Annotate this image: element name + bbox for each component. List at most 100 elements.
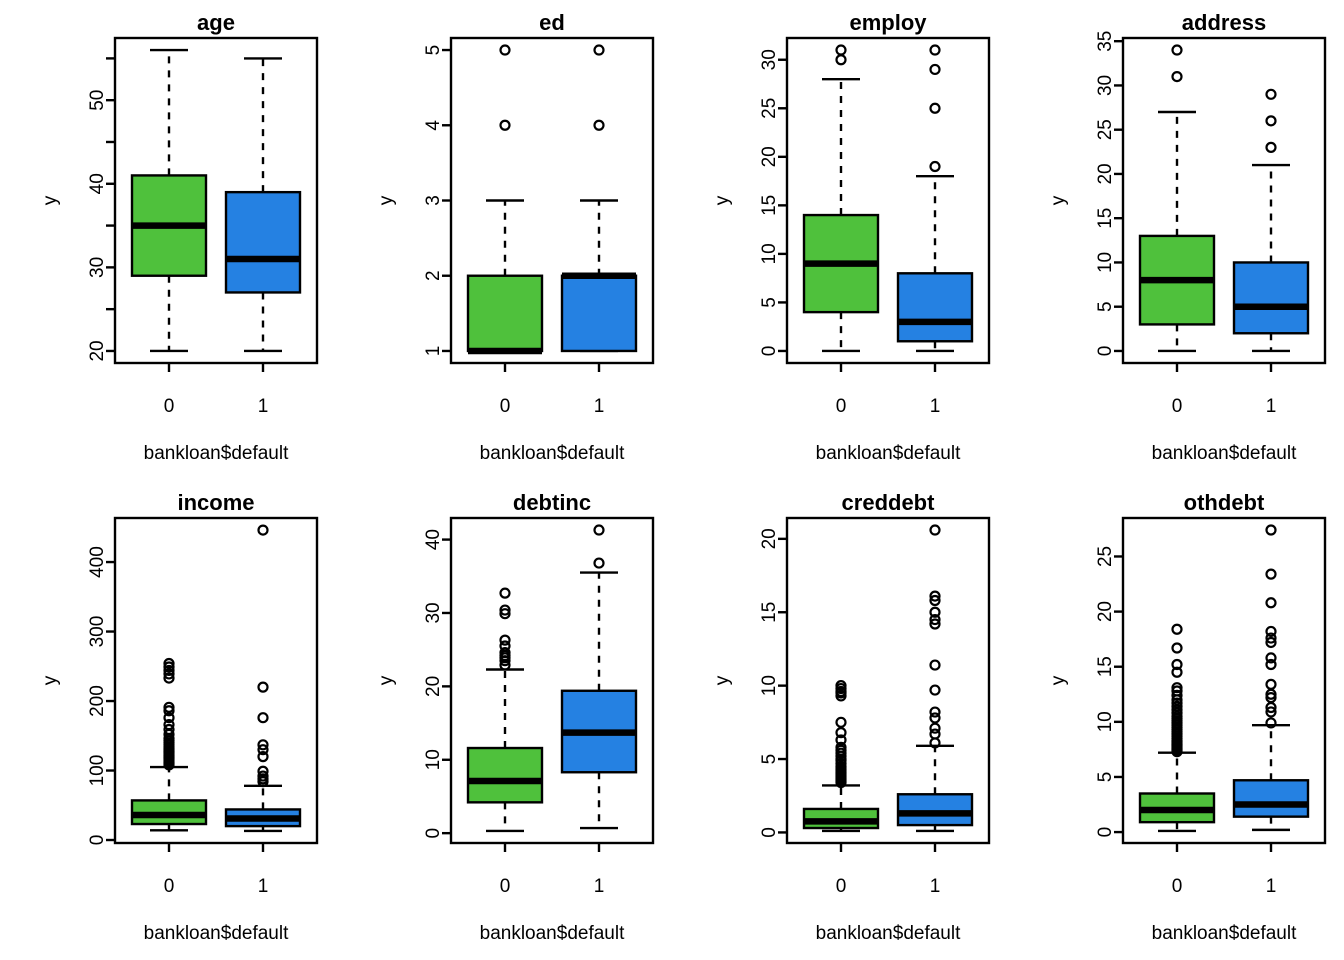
x-axis-label: bankloan$default [480, 923, 625, 944]
outlier-point [1265, 632, 1277, 644]
outlier-point [1265, 652, 1277, 664]
y-tick-label: 50 [87, 90, 108, 111]
chart-title: debtinc [513, 490, 591, 515]
outlier-point [835, 680, 847, 692]
y-tick-label: 10 [759, 675, 780, 696]
iqr-box [560, 274, 638, 353]
y-tick-label: 35 [1095, 31, 1116, 52]
outlier-point [835, 44, 847, 56]
plot-box [113, 516, 319, 845]
boxplot-panel-2: ed y 1 2 3 4 5 0 1 bankloan$default [336, 0, 672, 480]
y-axis-label: y [40, 195, 61, 205]
outlier-point [593, 44, 605, 56]
outlier-point [929, 160, 941, 173]
outlier-point [593, 557, 605, 569]
y-axis: 20 30 40 50 [87, 57, 115, 362]
outlier-point [163, 672, 175, 684]
y-axis: 0 10 20 30 40 [423, 529, 451, 838]
x-tick-label: 1 [1266, 876, 1277, 897]
y-tick-label: 5 [759, 754, 780, 765]
x-tick-label: 1 [258, 396, 269, 417]
boxplot-ed: ed y 1 2 3 4 5 0 1 bankloan$default [376, 10, 655, 464]
x-tick-label: 1 [930, 396, 941, 417]
boxplot-creddebt: creddebt y 0 5 10 15 20 0 1 bankloan$default [712, 490, 991, 944]
y-tick-label: 0 [1095, 827, 1116, 838]
outlier-point [1171, 689, 1183, 701]
x-tick-label: 1 [594, 876, 605, 897]
y-tick-label: 25 [1095, 119, 1116, 140]
outlier-point [1265, 524, 1277, 536]
outlier-point [1171, 623, 1183, 635]
chart-title: income [177, 490, 254, 515]
y-tick-label: 5 [759, 297, 780, 308]
y-tick-label: 15 [759, 602, 780, 623]
outlier-point [1265, 141, 1277, 153]
iqr-box [896, 793, 974, 827]
x-axis-label: bankloan$default [144, 443, 289, 464]
y-axis-label: y [376, 675, 397, 685]
outlier-point [1171, 658, 1183, 671]
y-tick-label: 0 [1095, 346, 1116, 357]
x-axis-label: bankloan$default [816, 923, 961, 944]
outlier-point [593, 524, 605, 536]
y-tick-label: 10 [1095, 711, 1116, 732]
box-group-0 [130, 657, 208, 832]
outlier-point [163, 657, 175, 670]
outlier-point [163, 719, 175, 731]
outlier-point [1171, 44, 1183, 56]
outlier-point [929, 524, 941, 536]
outlier-point [929, 728, 941, 740]
outlier-point [1265, 636, 1277, 649]
outlier-point [1265, 625, 1277, 638]
x-axis: 0 1 bankloan$default [816, 363, 961, 464]
outlier-point [499, 119, 511, 131]
y-tick-label: 15 [759, 195, 780, 216]
chart-title: creddebt [842, 490, 936, 515]
outlier-point [257, 712, 269, 724]
x-axis: 0 1 bankloan$default [144, 363, 289, 464]
chart-title: age [197, 10, 235, 35]
y-tick-label: 25 [1095, 546, 1116, 567]
y-tick-label: 4 [423, 120, 444, 131]
y-tick-label: 400 [87, 546, 108, 578]
y-tick-label: 30 [759, 49, 780, 70]
outlier-point [1171, 682, 1183, 694]
outlier-point [257, 524, 269, 536]
y-tick-label: 20 [759, 146, 780, 167]
iqr-box [1232, 261, 1310, 335]
outlier-point [257, 681, 269, 693]
outlier-point [257, 765, 269, 777]
boxplot-employ: employ y 0 5 10 15 20 25 30 0 1 bankloan$default [712, 10, 991, 464]
y-tick-label: 5 [1095, 772, 1116, 783]
x-axis: 0 1 bankloan$default [480, 363, 625, 464]
plot-box [785, 516, 991, 845]
x-tick-label: 0 [500, 876, 511, 897]
box-group-0 [802, 680, 880, 833]
y-tick-label: 20 [423, 676, 444, 697]
y-tick-label: 25 [759, 98, 780, 119]
y-tick-label: 5 [1095, 301, 1116, 312]
y-tick-label: 30 [87, 257, 108, 278]
outlier-point [1265, 597, 1277, 609]
box-group-0 [466, 587, 544, 833]
outlier-point [1171, 642, 1183, 654]
y-axis-label: y [712, 195, 733, 205]
outlier-point [835, 727, 847, 739]
y-tick-label: 2 [423, 270, 444, 281]
outlier-point [163, 661, 175, 673]
x-tick-label: 1 [594, 396, 605, 417]
outlier-point [593, 119, 605, 131]
boxplot-address: address y 0 5 10 15 20 25 30 35 0 1 bankloan$default [1048, 10, 1327, 464]
y-tick-label: 20 [1095, 163, 1116, 184]
x-tick-label: 0 [500, 396, 511, 417]
y-axis: 0 5 10 15 20 25 [1095, 546, 1123, 837]
boxplot-panel-1: age y 20 30 40 50 0 1 bankloan$default [0, 0, 336, 480]
box-group-1 [896, 44, 974, 353]
x-tick-label: 1 [1266, 396, 1277, 417]
outlier-point [257, 744, 269, 756]
y-tick-label: 3 [423, 195, 444, 206]
outlier-point [163, 701, 175, 713]
outlier-point [257, 751, 269, 763]
outlier-point [929, 44, 941, 56]
box-group-1 [896, 524, 974, 833]
